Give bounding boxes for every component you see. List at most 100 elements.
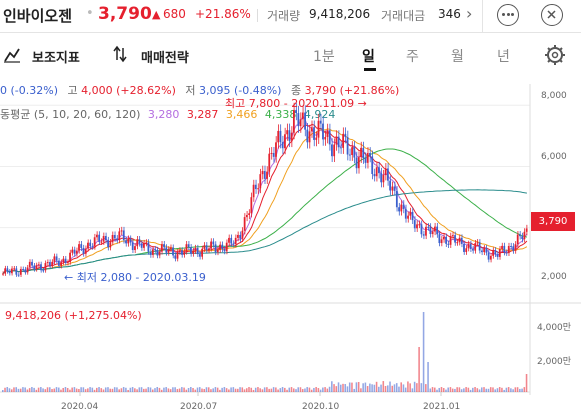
high-value: 4,000 (+28.62%) <box>81 84 176 97</box>
volume-bar <box>360 388 362 392</box>
candle-body <box>362 147 365 159</box>
candle-body <box>163 244 165 248</box>
volume-bar <box>149 387 152 392</box>
candle-body <box>456 242 459 244</box>
volume-bar <box>232 387 235 392</box>
candle-body <box>118 231 121 240</box>
candle-body <box>143 243 145 248</box>
candle-body <box>418 224 421 226</box>
volume-bar <box>292 388 295 392</box>
candle-body <box>427 226 430 228</box>
volume-bar <box>187 387 190 392</box>
max-annotation: 최고 7,800 - 2020.11.09 → <box>225 97 367 110</box>
candle-body <box>505 252 508 254</box>
candle-body <box>49 262 51 266</box>
volume-bar <box>111 388 114 392</box>
candle-body <box>333 144 336 157</box>
candle-body <box>398 207 400 212</box>
volume-bar <box>386 385 389 392</box>
period-tab-1min[interactable]: 1분 <box>313 49 335 65</box>
volume-bar <box>165 387 167 392</box>
volume-bar <box>501 387 503 392</box>
volume-bar <box>239 387 241 392</box>
volume-bar <box>219 389 221 392</box>
volume-bar <box>205 387 208 392</box>
volume-bar <box>131 387 134 392</box>
volume-bar <box>469 389 472 392</box>
period-tab-week[interactable]: 주 <box>406 49 419 65</box>
volume-bar <box>310 389 313 392</box>
volume-bar <box>178 388 181 392</box>
volume-bar <box>163 387 165 392</box>
candle-body <box>337 136 340 148</box>
period-tab-day[interactable]: 일 <box>362 49 375 65</box>
candle-body <box>465 248 468 252</box>
candle-body <box>8 271 11 274</box>
ma-label: 동평균 (5, 10, 20, 60, 120) <box>0 108 141 121</box>
volume-bar <box>366 386 369 392</box>
volume-bar <box>2 390 4 392</box>
indicator-button[interactable]: 보조지표 <box>32 51 80 66</box>
candle-body <box>89 242 92 247</box>
candle-body <box>66 262 69 264</box>
candle-body <box>248 213 251 215</box>
x-axis-label: 2021.01 <box>423 402 461 412</box>
settings-gear-icon[interactable] <box>545 45 565 65</box>
candle-body <box>254 184 257 190</box>
volume-bar <box>24 387 26 392</box>
volume-bar <box>351 382 353 392</box>
candle-body <box>266 171 268 179</box>
indicator-icon[interactable] <box>4 48 20 63</box>
candle-body <box>33 265 36 270</box>
candle-body <box>131 242 134 251</box>
candle-body <box>348 154 351 156</box>
volume-bar <box>198 387 201 392</box>
candle-body <box>174 255 177 259</box>
volume-bar <box>53 388 56 392</box>
candle-body <box>207 248 210 251</box>
candle-body <box>46 262 49 264</box>
candle-body <box>44 263 47 271</box>
volume-bar <box>275 387 277 392</box>
candle-body <box>306 129 309 143</box>
candle-body <box>64 258 67 263</box>
volume-bar <box>458 387 461 392</box>
candle-body <box>234 237 237 245</box>
candle-body <box>449 236 452 245</box>
candle-body <box>315 137 318 140</box>
close-icon[interactable] <box>541 4 563 26</box>
period-tab-month[interactable]: 월 <box>451 49 464 65</box>
candle-body <box>407 215 409 219</box>
volume-bar <box>66 388 69 392</box>
stock-name[interactable]: 인바이오젠 <box>3 7 73 25</box>
candle-body <box>158 251 161 256</box>
volume-bar <box>6 387 9 392</box>
chevron-right-icon[interactable]: › <box>466 4 473 23</box>
more-options-icon[interactable] <box>497 4 519 26</box>
candle-body <box>317 120 320 138</box>
volume-bar <box>391 385 394 392</box>
candle-body <box>216 249 219 253</box>
candle-body <box>344 133 347 138</box>
candle-body <box>342 133 345 148</box>
volume-bar <box>440 387 443 392</box>
volume-bar <box>100 388 103 392</box>
volume-bar <box>460 389 463 392</box>
volume-bar <box>483 387 485 392</box>
ma-line <box>2 189 527 274</box>
candle-body <box>228 237 230 243</box>
candle-body <box>4 268 7 274</box>
candle-body <box>451 235 454 237</box>
candle-body <box>136 239 139 247</box>
volume-bar <box>281 387 284 392</box>
period-tab-year[interactable]: 년 <box>497 49 510 65</box>
candle-body <box>357 157 360 169</box>
volume-bar <box>33 387 35 392</box>
price-change: 680 <box>163 7 186 21</box>
trade-strategy-button[interactable]: 매매전략 <box>141 51 189 66</box>
candle-body <box>389 180 392 191</box>
ma5-value: 3,280 <box>147 108 180 121</box>
volume-bar <box>89 387 91 392</box>
trade-strategy-icon[interactable] <box>113 45 127 63</box>
